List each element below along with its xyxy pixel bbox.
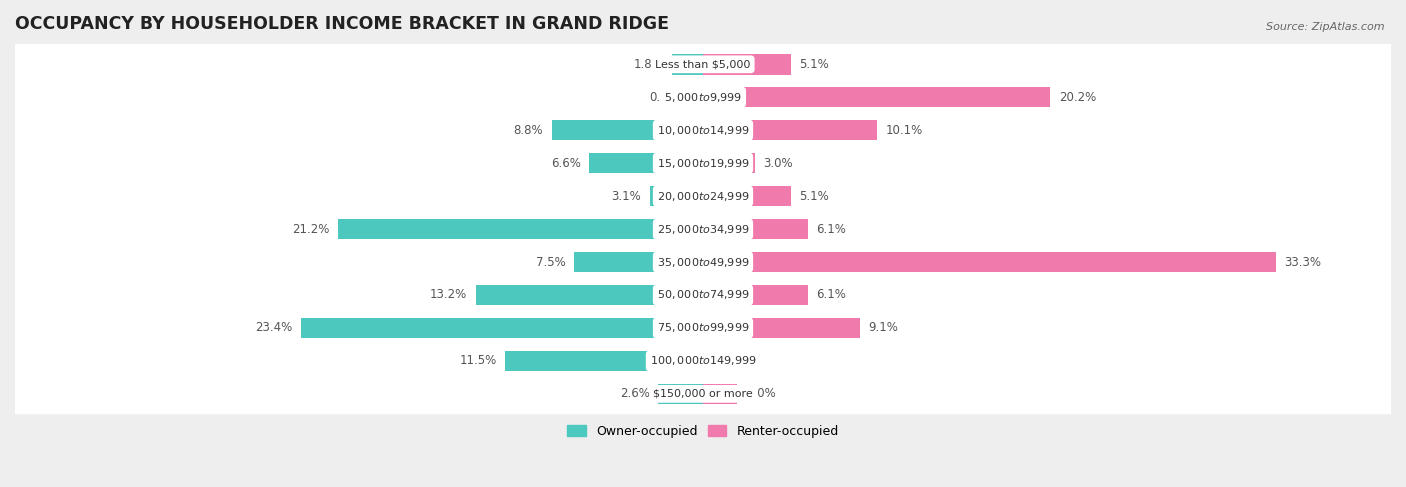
Text: Source: ZipAtlas.com: Source: ZipAtlas.com — [1267, 22, 1385, 32]
FancyBboxPatch shape — [7, 340, 1399, 381]
Bar — [703, 186, 790, 206]
Text: 0.0%: 0.0% — [711, 355, 741, 367]
Text: $50,000 to $74,999: $50,000 to $74,999 — [657, 288, 749, 301]
Text: $5,000 to $9,999: $5,000 to $9,999 — [664, 91, 742, 104]
Bar — [703, 318, 859, 338]
Bar — [672, 54, 703, 75]
Text: 0.44%: 0.44% — [650, 91, 688, 104]
Bar — [703, 285, 808, 305]
Text: $100,000 to $149,999: $100,000 to $149,999 — [650, 355, 756, 367]
Bar — [703, 252, 1275, 272]
Text: 6.1%: 6.1% — [817, 223, 846, 236]
Text: 9.1%: 9.1% — [868, 321, 898, 335]
FancyBboxPatch shape — [7, 374, 1399, 414]
Text: 11.5%: 11.5% — [460, 355, 496, 367]
Text: OCCUPANCY BY HOUSEHOLDER INCOME BRACKET IN GRAND RIDGE: OCCUPANCY BY HOUSEHOLDER INCOME BRACKET … — [15, 15, 669, 33]
Text: 7.5%: 7.5% — [536, 256, 565, 268]
Text: $25,000 to $34,999: $25,000 to $34,999 — [657, 223, 749, 236]
Bar — [703, 219, 808, 239]
FancyBboxPatch shape — [7, 242, 1399, 282]
Bar — [703, 54, 790, 75]
Bar — [703, 153, 755, 173]
Bar — [703, 120, 877, 140]
Text: 10.1%: 10.1% — [886, 124, 922, 137]
Bar — [339, 219, 703, 239]
FancyBboxPatch shape — [7, 176, 1399, 217]
Bar — [301, 318, 703, 338]
FancyBboxPatch shape — [7, 307, 1399, 348]
FancyBboxPatch shape — [7, 143, 1399, 184]
Text: 23.4%: 23.4% — [254, 321, 292, 335]
Bar — [703, 384, 737, 404]
Text: 5.1%: 5.1% — [800, 189, 830, 203]
Text: 2.6%: 2.6% — [620, 387, 650, 400]
Text: $35,000 to $49,999: $35,000 to $49,999 — [657, 256, 749, 268]
Text: Less than $5,000: Less than $5,000 — [655, 59, 751, 69]
Text: $15,000 to $19,999: $15,000 to $19,999 — [657, 157, 749, 169]
Text: 5.1%: 5.1% — [800, 58, 830, 71]
Text: 13.2%: 13.2% — [430, 288, 467, 301]
Bar — [658, 384, 703, 404]
FancyBboxPatch shape — [7, 44, 1399, 85]
Text: $10,000 to $14,999: $10,000 to $14,999 — [657, 124, 749, 137]
Bar — [574, 252, 703, 272]
Text: 33.3%: 33.3% — [1284, 256, 1322, 268]
Text: 20.2%: 20.2% — [1059, 91, 1097, 104]
Text: 1.8%: 1.8% — [634, 58, 664, 71]
Text: 8.8%: 8.8% — [513, 124, 543, 137]
FancyBboxPatch shape — [7, 77, 1399, 118]
Bar — [589, 153, 703, 173]
Bar — [551, 120, 703, 140]
Text: 2.0%: 2.0% — [747, 387, 776, 400]
Bar — [650, 186, 703, 206]
Bar — [505, 351, 703, 371]
Bar — [703, 87, 1050, 108]
Text: 6.1%: 6.1% — [817, 288, 846, 301]
Text: $75,000 to $99,999: $75,000 to $99,999 — [657, 321, 749, 335]
Legend: Owner-occupied, Renter-occupied: Owner-occupied, Renter-occupied — [562, 419, 844, 443]
Bar — [696, 87, 703, 108]
FancyBboxPatch shape — [7, 110, 1399, 150]
Text: 3.1%: 3.1% — [612, 189, 641, 203]
Text: 21.2%: 21.2% — [292, 223, 330, 236]
FancyBboxPatch shape — [7, 275, 1399, 316]
FancyBboxPatch shape — [7, 208, 1399, 249]
Text: $20,000 to $24,999: $20,000 to $24,999 — [657, 189, 749, 203]
Text: $150,000 or more: $150,000 or more — [654, 389, 752, 399]
Text: 3.0%: 3.0% — [763, 157, 793, 169]
Bar — [477, 285, 703, 305]
Text: 6.6%: 6.6% — [551, 157, 581, 169]
